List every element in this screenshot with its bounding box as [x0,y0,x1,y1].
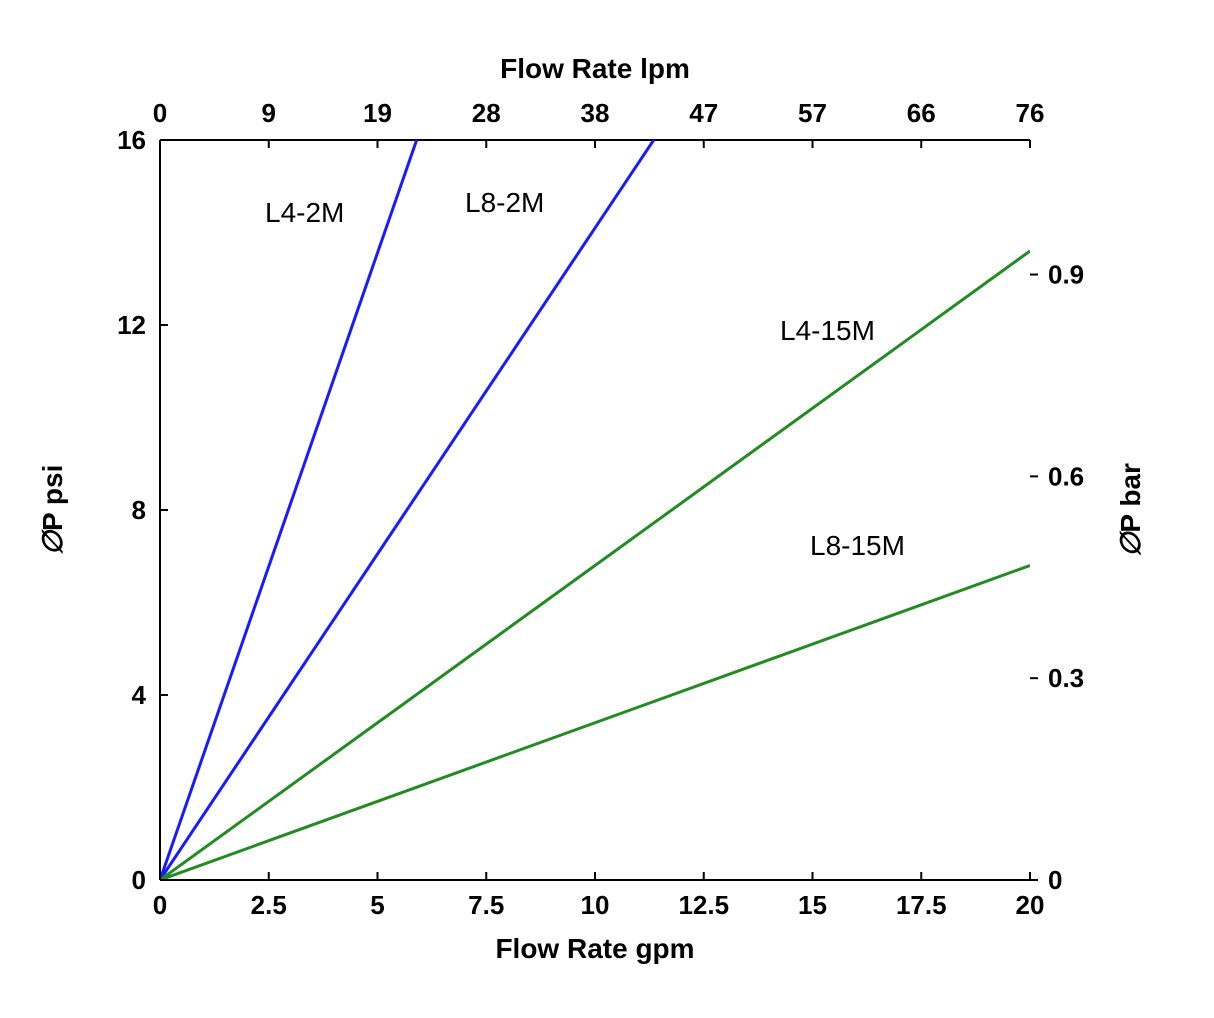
yleft-tick: 12 [117,310,146,340]
xbottom-tick: 5 [370,890,384,920]
series-L8-15M [160,566,1030,881]
yleft-label: ∅P psi [37,465,68,556]
xtop-tick: 57 [798,98,827,128]
xtop-tick: 0 [153,98,167,128]
yright-label: ∅P bar [1115,463,1146,557]
xtop-tick: 19 [363,98,392,128]
yleft-tick: 4 [132,680,147,710]
xtop-tick: 66 [907,98,936,128]
yright-tick: 0.9 [1048,260,1084,290]
yleft-tick: 0 [132,865,146,895]
xbottom-tick: 20 [1016,890,1045,920]
xtop-tick: 28 [472,98,501,128]
chart-svg: L4-2M L8-2M L4-15M L8-15M 0 2.5 5 7.5 10 12.5 15 17… [0,0,1214,1018]
yright-tick: 0.3 [1048,663,1084,693]
yright-tick: 0 [1048,865,1062,895]
xtop-tick: 47 [689,98,718,128]
xbottom-tick: 17.5 [896,890,947,920]
xbottom-tick: 0 [153,890,167,920]
series-L8-2M [160,140,654,880]
yleft-tick: 8 [132,495,146,525]
xbottom-tick: 12.5 [678,890,729,920]
series-L4-15M [160,251,1030,880]
yleft-tick: 16 [117,125,146,155]
xbottom-tick: 7.5 [468,890,504,920]
series-label-L8-15M: L8-15M [810,530,905,561]
series-label-L8-2M: L8-2M [465,187,544,218]
xtop-tick: 9 [262,98,276,128]
xtop-tick: 76 [1016,98,1045,128]
series-L4-2M [160,140,417,880]
pressure-flow-chart: L4-2M L8-2M L4-15M L8-15M 0 2.5 5 7.5 10 12.5 15 17… [0,0,1214,1018]
series-label-L4-2M: L4-2M [265,197,344,228]
xbottom-tick: 10 [581,890,610,920]
xbottom-tick: 15 [798,890,827,920]
xtop-label: Flow Rate lpm [500,53,690,84]
xbottom-tick: 2.5 [251,890,287,920]
yright-tick: 0.6 [1048,461,1084,491]
xbottom-label: Flow Rate gpm [495,933,694,964]
series-label-L4-15M: L4-15M [780,315,875,346]
xtop-tick: 38 [581,98,610,128]
